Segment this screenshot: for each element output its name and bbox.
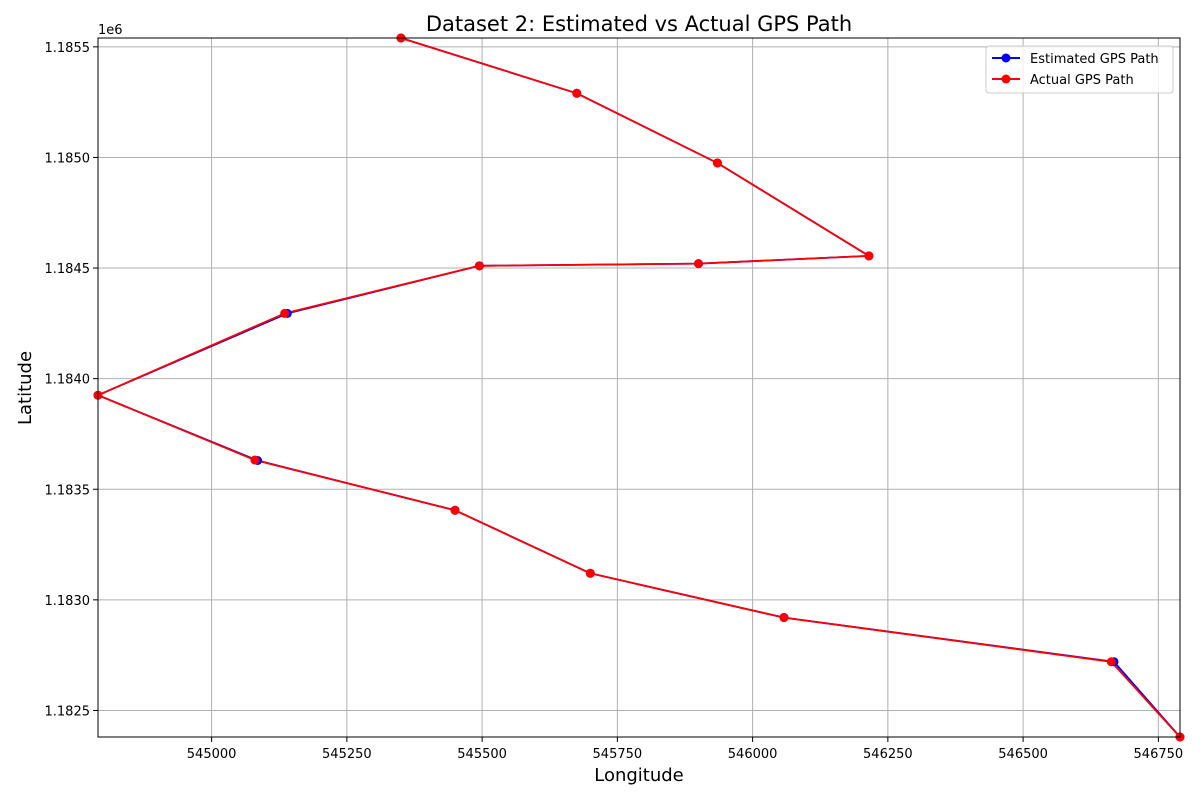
y-tick-label: 1.1845 (45, 262, 91, 277)
y-tick-label: 1.1835 (45, 483, 91, 498)
x-axis-ticks: 545000 545250 545500 545750 546000 546250 5465… (187, 737, 1183, 762)
data-point-1 (572, 88, 582, 98)
x-axis-label: Longitude (594, 765, 684, 786)
chart-title: Dataset 2: Estimated vs Actual GPS Path (426, 12, 852, 36)
plot-frame (97, 37, 1181, 738)
data-point-1 (864, 251, 874, 261)
data-point-1 (694, 259, 704, 269)
legend-marker-actual (1001, 74, 1011, 84)
x-tick-label: 545750 (593, 747, 643, 762)
legend-box (985, 45, 1174, 94)
data-point-1 (712, 158, 722, 168)
legend-label-estimated: Estimated GPS Path (1030, 52, 1159, 67)
series-points (93, 33, 1185, 742)
series-lines (97, 37, 1181, 738)
x-tick-label: 546250 (863, 747, 913, 762)
series-line-1 (97, 37, 1181, 738)
y-tick-label: 1.1830 (45, 594, 91, 609)
data-point-1 (779, 613, 789, 623)
x-tick-label: 546000 (728, 747, 778, 762)
x-tick-label: 545500 (457, 747, 507, 762)
y-offset-label: 1e6 (98, 23, 123, 38)
x-tick-label: 546500 (998, 747, 1048, 762)
y-tick-label: 1.1850 (45, 151, 91, 166)
y-axis-ticks: 1.1825 1.1830 1.1835 1.1840 1.1845 1.1850 1.18… (45, 41, 98, 719)
data-point-1 (474, 261, 484, 271)
legend-label-actual: Actual GPS Path (1030, 73, 1134, 88)
legend-marker-estimated (1001, 53, 1011, 63)
grid-lines (98, 38, 1180, 737)
y-tick-label: 1.1855 (45, 41, 91, 56)
x-tick-label: 545000 (187, 747, 237, 762)
data-point-1 (450, 505, 460, 515)
data-point-1 (1106, 657, 1116, 667)
data-point-1 (280, 308, 290, 318)
series-line-0 (97, 37, 1181, 738)
legend: Estimated GPS Path Actual GPS Path (985, 45, 1174, 94)
data-point-1 (585, 568, 595, 578)
y-axis-label: Latitude (15, 351, 36, 425)
y-tick-label: 1.1825 (45, 704, 91, 719)
data-point-1 (250, 455, 260, 465)
x-tick-label: 546750 (1134, 747, 1184, 762)
x-tick-label: 545250 (322, 747, 372, 762)
y-tick-label: 1.1840 (45, 373, 91, 388)
